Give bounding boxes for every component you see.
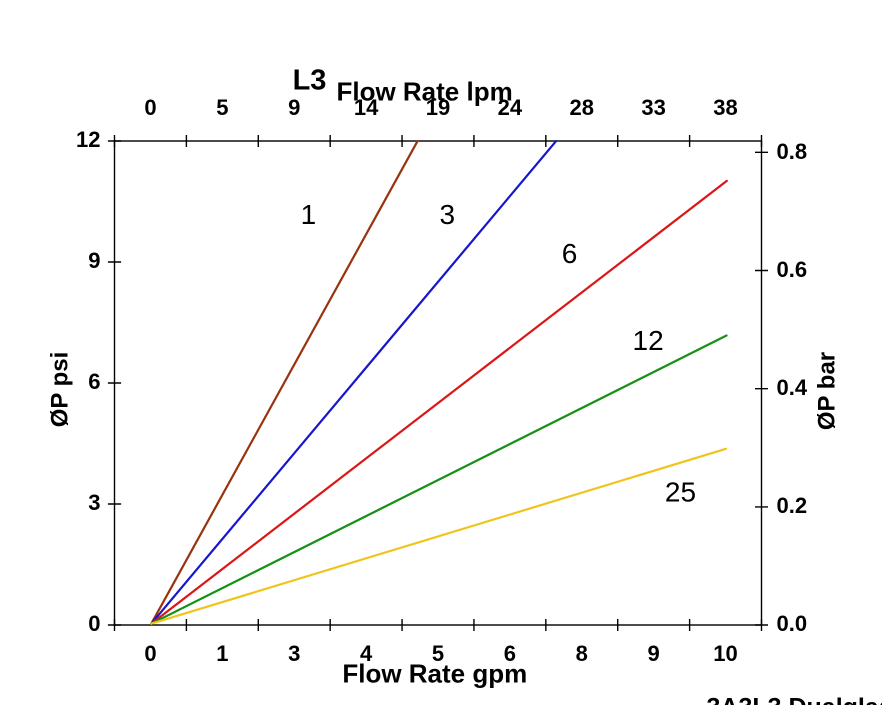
svg-text:0.0: 0.0: [777, 611, 808, 636]
svg-text:ØP bar: ØP bar: [814, 352, 841, 430]
svg-text:14: 14: [354, 95, 379, 120]
svg-text:12: 12: [633, 325, 664, 356]
svg-text:38: 38: [713, 95, 737, 120]
svg-text:3: 3: [288, 641, 300, 666]
svg-text:4: 4: [360, 641, 373, 666]
svg-text:3: 3: [88, 490, 100, 515]
svg-text:5: 5: [432, 641, 444, 666]
svg-text:L3: L3: [293, 65, 327, 97]
svg-text:0: 0: [88, 611, 100, 636]
svg-text:Flow Rate lpm: Flow Rate lpm: [336, 77, 512, 107]
svg-text:6: 6: [88, 369, 100, 394]
svg-text:5: 5: [216, 95, 228, 120]
svg-text:0.4: 0.4: [777, 375, 808, 400]
svg-text:0: 0: [144, 641, 156, 666]
svg-text:9: 9: [648, 641, 660, 666]
svg-text:0.8: 0.8: [777, 139, 808, 164]
svg-text:3: 3: [440, 199, 456, 230]
svg-text:1: 1: [216, 641, 228, 666]
svg-text:10: 10: [713, 641, 737, 666]
svg-text:0.2: 0.2: [777, 493, 808, 518]
svg-text:19: 19: [426, 95, 450, 120]
svg-text:3A3L3 Dualglass: 3A3L3 Dualglass: [707, 694, 882, 705]
svg-text:8: 8: [576, 641, 588, 666]
svg-text:0.6: 0.6: [777, 257, 808, 282]
svg-text:6: 6: [504, 641, 516, 666]
svg-text:24: 24: [498, 95, 523, 120]
svg-text:12: 12: [76, 127, 100, 152]
svg-text:28: 28: [570, 95, 594, 120]
svg-text:6: 6: [562, 238, 578, 269]
svg-text:9: 9: [288, 95, 300, 120]
svg-text:9: 9: [88, 248, 100, 273]
svg-text:25: 25: [665, 477, 696, 508]
svg-text:1: 1: [301, 199, 317, 230]
svg-text:Flow Rate gpm: Flow Rate gpm: [342, 658, 527, 688]
svg-text:ØP psi: ØP psi: [47, 352, 74, 428]
svg-text:0: 0: [144, 95, 156, 120]
svg-text:33: 33: [641, 95, 665, 120]
